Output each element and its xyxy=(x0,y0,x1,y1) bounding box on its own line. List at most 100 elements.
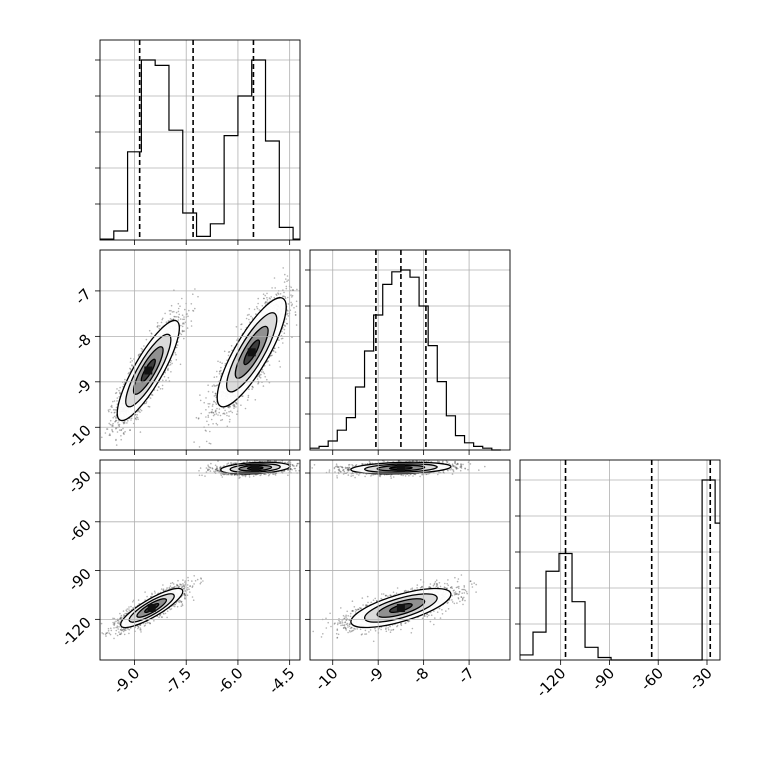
sample-point xyxy=(106,428,109,430)
sample-point xyxy=(385,595,387,597)
sample-point xyxy=(112,422,114,425)
sample-point xyxy=(461,599,464,602)
sample-point xyxy=(347,464,350,466)
sample-point xyxy=(464,467,466,470)
sample-point xyxy=(117,619,119,622)
sample-point xyxy=(115,419,118,422)
sample-point xyxy=(177,307,180,310)
sample-point xyxy=(392,629,394,631)
sample-point xyxy=(216,467,218,470)
sample-point xyxy=(118,621,120,623)
sample-point xyxy=(451,594,454,597)
sample-point xyxy=(126,610,128,613)
sample-point xyxy=(120,617,122,619)
sample-point xyxy=(462,463,464,466)
sample-point xyxy=(449,469,452,471)
sample-point xyxy=(259,474,262,477)
sample-point xyxy=(283,332,286,335)
sample-point xyxy=(370,475,372,477)
sample-point xyxy=(112,617,114,620)
sample-point xyxy=(344,621,347,623)
sample-point xyxy=(105,635,107,637)
sample-point xyxy=(192,309,194,312)
sample-point xyxy=(233,407,235,409)
sample-point xyxy=(120,633,122,635)
sample-point xyxy=(416,584,419,586)
sample-point xyxy=(128,371,130,374)
sample-point xyxy=(102,457,104,459)
sample-point xyxy=(346,468,349,471)
sample-point xyxy=(109,408,111,411)
sample-point xyxy=(390,477,393,479)
sample-point xyxy=(120,632,123,634)
sample-point xyxy=(389,631,392,633)
sample-point xyxy=(113,624,115,627)
sample-point xyxy=(263,365,266,367)
sample-point xyxy=(179,363,182,366)
sample-point xyxy=(114,409,116,411)
sample-point xyxy=(120,614,123,617)
sample-point xyxy=(219,465,222,468)
sample-point xyxy=(402,474,404,477)
sample-point xyxy=(354,476,356,479)
sample-point xyxy=(274,347,276,350)
sample-point xyxy=(460,467,463,469)
sample-point xyxy=(188,588,190,591)
sample-point xyxy=(446,461,449,463)
sample-point xyxy=(143,345,145,347)
sample-point xyxy=(226,473,228,476)
sample-point xyxy=(261,368,264,371)
sample-point xyxy=(467,468,469,471)
sample-point xyxy=(290,468,292,470)
sample-point xyxy=(168,309,171,312)
sample-point xyxy=(236,339,238,341)
sample-point xyxy=(281,337,284,340)
sample-point xyxy=(199,399,202,402)
sample-point xyxy=(274,287,277,289)
sample-point xyxy=(293,467,296,470)
x-tick-label: -30 xyxy=(686,664,716,694)
sample-point xyxy=(275,293,277,296)
sample-point xyxy=(266,299,269,301)
sample-point xyxy=(435,579,438,581)
joint-panel xyxy=(310,460,486,643)
sample-point xyxy=(180,600,182,603)
sample-point xyxy=(184,596,186,598)
sample-point xyxy=(207,416,210,418)
sample-point xyxy=(426,613,428,616)
histogram-panel xyxy=(305,250,510,455)
sample-point xyxy=(455,593,458,595)
sample-point xyxy=(450,586,453,588)
sample-point xyxy=(364,475,366,478)
sample-point xyxy=(445,460,448,462)
sample-point xyxy=(347,469,350,472)
sample-point xyxy=(165,379,167,382)
sample-point xyxy=(439,585,442,588)
sample-point xyxy=(343,624,345,627)
sample-point xyxy=(160,616,163,618)
sample-point xyxy=(412,475,414,477)
sample-point xyxy=(180,583,182,586)
sample-point xyxy=(348,629,351,632)
sample-point xyxy=(463,585,466,587)
sample-point xyxy=(348,623,351,626)
sample-point xyxy=(344,466,347,469)
sample-point xyxy=(230,410,232,413)
sample-point xyxy=(193,575,195,577)
sample-point xyxy=(144,624,146,627)
sample-point xyxy=(286,313,288,316)
sample-point xyxy=(360,607,362,609)
sample-point xyxy=(448,599,451,601)
sample-point xyxy=(217,460,219,462)
sample-point xyxy=(191,585,194,587)
sample-point xyxy=(248,308,251,310)
sample-point xyxy=(114,392,117,395)
density-peak xyxy=(396,464,405,473)
sample-point xyxy=(266,292,268,295)
sample-point xyxy=(230,474,233,476)
sample-point xyxy=(170,304,173,307)
sample-point xyxy=(223,465,225,467)
sample-point xyxy=(290,294,292,296)
sample-point xyxy=(452,589,455,592)
sample-point xyxy=(113,415,116,418)
